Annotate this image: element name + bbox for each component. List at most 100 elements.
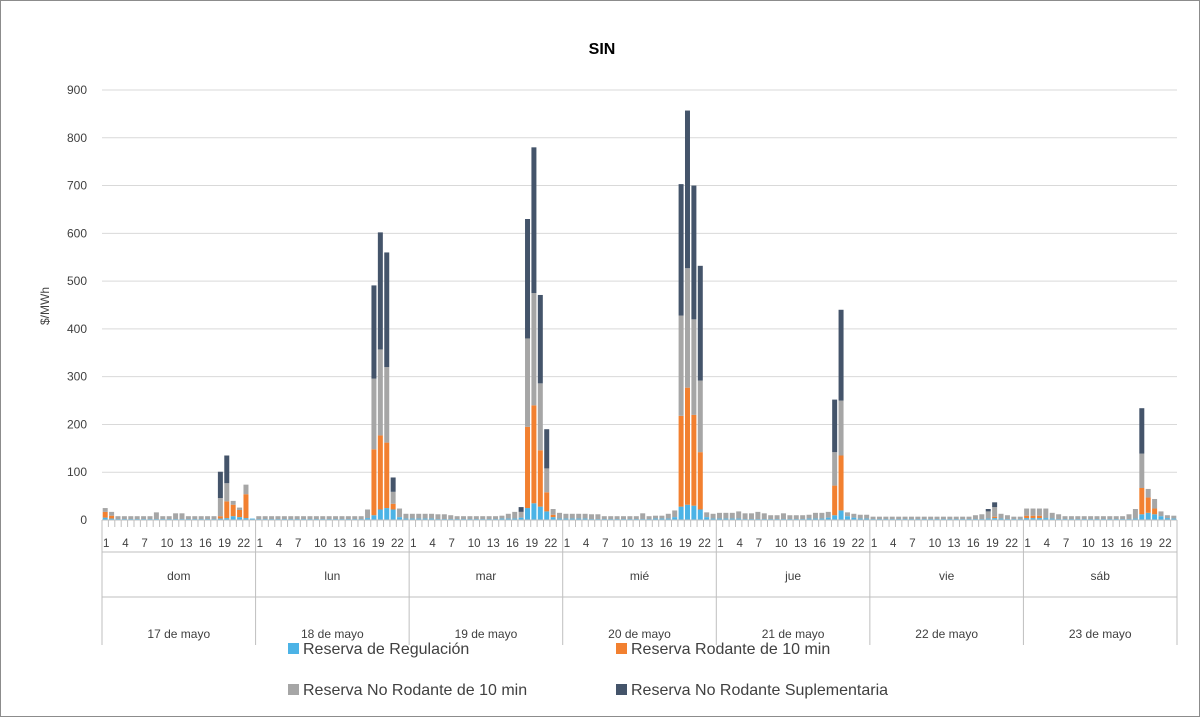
bar-segment-norodante10 — [518, 511, 524, 518]
x-hour-label: 13 — [948, 538, 961, 550]
bar-segment-norodante10 — [537, 383, 543, 451]
bar-segment-regulacion — [691, 505, 697, 520]
x-hour-label: 4 — [736, 538, 743, 550]
y-tick-label: 100 — [67, 465, 87, 479]
bar-segment-regulacion — [544, 511, 550, 520]
bar-segment-regulacion — [582, 518, 588, 520]
bar-segment-norodante10 — [1152, 498, 1158, 509]
bar-segment-norodante10 — [275, 516, 281, 520]
x-hour-label: 19 — [525, 538, 538, 550]
x-hour-label: 16 — [813, 538, 826, 550]
bar-segment-regulacion — [864, 518, 870, 520]
bar-segment-norodante10 — [134, 516, 140, 520]
bar-segment-suplementaria — [832, 399, 838, 453]
x-hour-label: 1 — [564, 538, 570, 550]
x-hour-label: 19 — [679, 538, 692, 550]
x-hour-label: 19 — [832, 538, 845, 550]
bar-segment-norodante10 — [576, 513, 582, 519]
bar-segment-norodante10 — [1126, 514, 1132, 520]
bar-segment-suplementaria — [531, 147, 537, 294]
bar-segment-norodante10 — [294, 516, 300, 520]
bar-segment-norodante10 — [1030, 508, 1036, 516]
bar-segment-norodante10 — [710, 513, 716, 519]
bar-segment-norodante10 — [902, 516, 908, 520]
x-weekday-label: dom — [167, 569, 190, 583]
bar-segment-regulacion — [243, 518, 249, 520]
bar-segment-norodante10 — [1107, 516, 1113, 520]
bar-segment-rodante10 — [838, 455, 844, 511]
bar-segment-norodante10 — [307, 516, 313, 520]
bar-segment-norodante10 — [1075, 516, 1081, 520]
legend: Reserva de Regulación Reserva Rodante de … — [288, 641, 888, 699]
x-hour-label: 1 — [410, 538, 416, 550]
bar-segment-norodante10 — [301, 516, 307, 520]
x-hour-label: 19 — [1140, 538, 1153, 550]
bar-segment-norodante10 — [755, 511, 761, 520]
bar-segment-norodante10 — [1094, 516, 1100, 520]
y-tick-label: 400 — [67, 322, 87, 336]
x-hour-label: 10 — [1082, 538, 1095, 550]
bar-segment-regulacion — [1139, 514, 1145, 520]
bar-segment-regulacion — [1164, 518, 1170, 520]
x-hour-label: 22 — [545, 538, 558, 550]
bar-segment-norodante10 — [646, 516, 652, 520]
bar-segment-regulacion — [1171, 518, 1177, 520]
x-weekday-label: mié — [630, 569, 650, 583]
x-date-label: 23 de mayo — [1069, 627, 1132, 641]
x-hour-label: 19 — [986, 538, 999, 550]
bar-segment-norodante10 — [691, 319, 697, 415]
bar-segment-suplementaria — [684, 110, 690, 269]
x-hour-label: 13 — [333, 538, 346, 550]
bar-segment-rodante10 — [102, 511, 108, 518]
bar-segment-norodante10 — [768, 515, 774, 520]
x-hour-label: 13 — [641, 538, 654, 550]
bar-segment-norodante10 — [141, 516, 147, 520]
bar-segment-norodante10 — [192, 516, 198, 520]
bar-segment-suplementaria — [544, 429, 550, 469]
x-hour-label: 4 — [276, 538, 283, 550]
y-tick-label: 200 — [67, 417, 87, 431]
bar-segment-norodante10 — [505, 513, 511, 519]
bar-segment-norodante10 — [985, 511, 991, 519]
bar-segment-suplementaria — [224, 455, 230, 484]
bar-segment-suplementaria — [518, 507, 524, 512]
bar-segment-rodante10 — [243, 494, 249, 519]
bar-segment-norodante10 — [684, 268, 690, 388]
bar-segment-norodante10 — [998, 513, 1004, 519]
bar-segment-rodante10 — [832, 485, 838, 516]
y-tick-label: 300 — [67, 370, 87, 384]
bar-segment-regulacion — [812, 518, 818, 520]
x-hour-label: 22 — [1159, 538, 1172, 550]
bar-segment-regulacion — [1024, 518, 1030, 520]
legend-label: Reserva Rodante de 10 min — [631, 641, 830, 658]
x-hour-label: 22 — [237, 538, 250, 550]
bar-segment-norodante10 — [621, 516, 626, 520]
y-tick-label: 800 — [67, 131, 87, 145]
bar-segment-norodante10 — [397, 508, 403, 518]
bar-segment-regulacion — [409, 518, 415, 520]
bar-segment-rodante10 — [224, 501, 230, 519]
bar-segment-norodante10 — [780, 513, 786, 520]
bar-segment-regulacion — [729, 518, 735, 520]
bar-segment-norodante10 — [467, 516, 473, 520]
x-date-label: 20 de mayo — [608, 627, 671, 641]
bar-segment-regulacion — [499, 518, 505, 520]
bar-segment-norodante10 — [812, 512, 818, 519]
bar-segment-norodante10 — [844, 512, 850, 517]
bar-segment-rodante10 — [237, 509, 243, 518]
bar-segment-norodante10 — [934, 516, 940, 520]
bar-segment-norodante10 — [665, 513, 671, 519]
x-hour-label: 4 — [429, 538, 436, 550]
bar-segment-regulacion — [1036, 518, 1042, 520]
bar-segment-norodante10 — [640, 513, 646, 520]
bar-segment-norodante10 — [979, 514, 985, 520]
x-hour-label: 22 — [698, 538, 711, 550]
bar-segment-norodante10 — [761, 513, 767, 520]
bar-segment-regulacion — [531, 503, 537, 520]
bar-segment-rodante10 — [684, 387, 690, 505]
bar-segment-norodante10 — [825, 511, 831, 518]
bar-segment-norodante10 — [1004, 515, 1010, 520]
legend-label: Reserva de Regulación — [303, 641, 469, 658]
bar-segment-regulacion — [838, 510, 844, 520]
